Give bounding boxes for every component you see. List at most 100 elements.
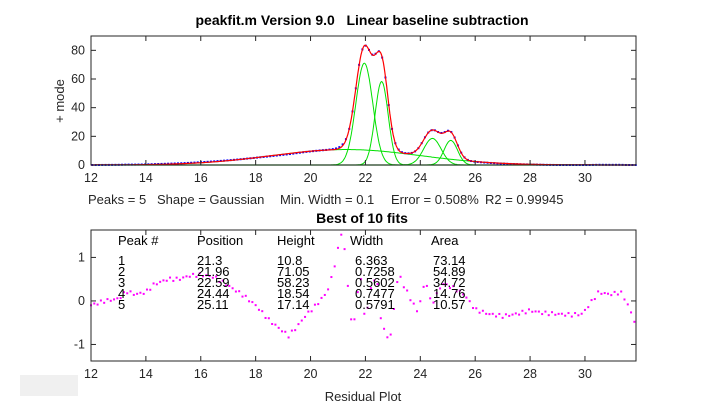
residual-point: [518, 313, 521, 316]
residual-point: [195, 275, 198, 278]
residual-point: [567, 312, 570, 315]
y-tick-label: 0: [78, 158, 85, 172]
residual-point: [442, 283, 445, 286]
residual-point: [481, 309, 484, 312]
residual-point: [590, 299, 593, 302]
residual-point: [468, 300, 471, 303]
residual-point: [215, 275, 218, 278]
residual-point: [495, 315, 498, 318]
residual-point: [346, 284, 349, 287]
residual-point: [478, 311, 481, 314]
residual-point: [366, 306, 369, 309]
residual-point: [607, 292, 610, 295]
x-tick-label: 16: [194, 367, 208, 381]
y-tick-label: 40: [71, 101, 85, 115]
residual-point: [557, 312, 560, 315]
chart-title: peakfit.m Version 9.0 Linear baseline su…: [196, 12, 529, 28]
residual-point: [350, 318, 353, 321]
x-axis-label-residual: Residual Plot: [325, 389, 402, 404]
residual-point: [547, 314, 550, 317]
residual-point: [455, 290, 458, 293]
table-cell: 1: [118, 253, 125, 268]
x-tick-label: 30: [578, 367, 592, 381]
residual-point: [600, 292, 603, 295]
data-point: [335, 147, 338, 150]
residual-point: [610, 294, 613, 297]
residual-point: [623, 298, 626, 301]
residual-point: [185, 275, 188, 278]
residual-point: [96, 303, 99, 306]
residual-point: [231, 287, 234, 290]
residual-point: [406, 289, 409, 292]
residual-point: [356, 291, 359, 294]
residual-point: [508, 314, 511, 317]
residual-point: [320, 296, 323, 299]
residual-axes: [91, 230, 636, 361]
residual-point: [419, 300, 422, 303]
residual-point: [93, 302, 96, 305]
residual-point: [527, 308, 530, 311]
residual-point: [583, 308, 586, 311]
table-cell: 0.5791: [355, 297, 395, 312]
data-point: [288, 153, 291, 156]
residual-point: [511, 313, 514, 316]
residual-point: [392, 307, 395, 310]
residual-point: [234, 290, 237, 293]
residual-point: [330, 276, 333, 279]
residual-point: [155, 283, 158, 286]
table-cell: 22.59: [197, 275, 230, 290]
residual-point: [238, 290, 241, 293]
residual-point: [445, 283, 448, 286]
residual-point: [198, 272, 201, 275]
top-axis-ticks: 12 14 16 18 20 22 24 26 28 30 0 20 40 60 80: [71, 36, 636, 185]
residual-point: [304, 315, 307, 318]
residual-point: [116, 297, 119, 300]
x-tick-label: 26: [468, 367, 482, 381]
table-cell: 24.44: [197, 286, 230, 301]
y-tick-label: 80: [71, 43, 85, 57]
residual-point: [241, 295, 244, 298]
residual-point: [541, 313, 544, 316]
residual-point: [307, 310, 310, 313]
residual-point: [178, 278, 181, 281]
table-cell: 58.23: [277, 275, 310, 290]
stat-r2: R2 = 0.99945: [485, 192, 563, 207]
residual-point: [402, 286, 405, 289]
residual-point: [416, 310, 419, 313]
x-tick-label: 18: [249, 367, 263, 381]
y-tick-label: 20: [71, 129, 85, 143]
residual-point: [471, 307, 474, 310]
table-cell: 21.96: [197, 264, 230, 279]
x-tick-label: 22: [358, 367, 372, 381]
table-cell: 14.76: [433, 286, 466, 301]
x-tick-label: 12: [84, 171, 98, 185]
residual-point: [327, 288, 330, 291]
table-cell: 17.14: [277, 297, 310, 312]
table-header-height: Height: [277, 233, 315, 248]
residual-point: [162, 279, 165, 282]
residual-point: [429, 297, 432, 300]
residual-point: [425, 284, 428, 287]
residual-point: [383, 327, 386, 330]
x-tick-label: 16: [194, 171, 208, 185]
residual-point: [491, 312, 494, 315]
table-header-width: Width: [350, 233, 383, 248]
residual-point: [264, 316, 267, 319]
table-header-position: Position: [197, 233, 243, 248]
residual-point: [412, 302, 415, 305]
residual-point: [142, 292, 145, 295]
table-cell: 71.05: [277, 264, 310, 279]
residual-point: [386, 336, 389, 339]
residual-point: [225, 284, 228, 287]
residual-point: [169, 276, 172, 279]
x-tick-label: 26: [468, 171, 482, 185]
results-table: Peak # Position Height Width Area 1 21.3 10.8 6.…: [118, 233, 466, 312]
subtitle: Best of 10 fits: [316, 210, 408, 226]
residual-point: [192, 272, 195, 275]
residual-point: [501, 316, 504, 319]
figure-toolbar-placeholder: [20, 375, 78, 396]
residual-point: [376, 283, 379, 286]
residual-point: [294, 329, 297, 332]
top-axes: [91, 36, 636, 165]
residual-point: [544, 310, 547, 313]
